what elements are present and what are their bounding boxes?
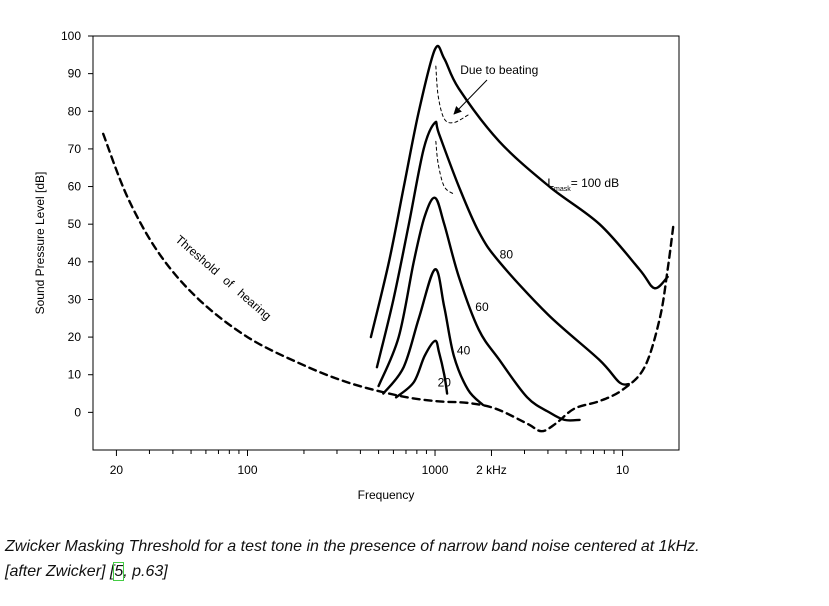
y-axis-label: Sound Pressure Level [dB] [33,172,47,315]
annotation: 60 [475,300,489,314]
caption: Zwicker Masking Threshold for a test ton… [5,538,700,555]
y-tick-label: 10 [68,368,82,382]
y-tick-label: 30 [68,292,82,306]
caption-text: [after Zwicker] [ [5,563,115,580]
annotation: Threshold of hearing [173,232,274,323]
y-tick-label: 90 [68,67,82,81]
x-tick-label: 20 [110,463,124,477]
curve [377,196,581,422]
annotation: 80 [500,247,514,261]
chart: Frequency Sound Pressure Level [dB] 0 10 2… [33,29,680,502]
annotation-arrow [453,79,488,115]
citation-link[interactable]: 5 [113,562,125,581]
y-tick-label: 0 [74,405,81,419]
dashed-curve [101,132,675,433]
x-tick-label: 2 kHz [476,463,507,477]
annotation: 40 [457,343,471,357]
annotation: 20 [438,375,452,389]
annotation: Lmask= 100 dB [547,176,619,193]
y-tick-label: 20 [68,330,82,344]
x-tick-label: 100 [237,463,257,477]
curve [375,120,631,386]
plot-frame [92,35,680,451]
dashed-curve [435,65,469,124]
caption-text: , p.63] [123,563,168,580]
y-tick-label: 40 [68,255,82,269]
x-axis-label: Frequency [358,488,415,502]
curve [369,44,669,339]
annotation-text: L [547,176,554,190]
curve [382,268,485,407]
y-tick-label: 70 [68,142,82,156]
annotation-subscript: mask [554,186,571,193]
y-tick-label: 100 [61,29,81,43]
annotation: Due to beating [460,63,538,77]
x-tick-label: 10 [616,463,630,477]
x-tick-label: 1000 [422,463,449,477]
caption-source: [after Zwicker] [5, p.63] [5,562,168,581]
curve [394,339,449,399]
y-tick-label: 50 [68,217,82,231]
y-tick-label: 80 [68,104,82,118]
annotation-text: = 100 dB [571,176,619,190]
y-tick-label: 60 [68,180,82,194]
